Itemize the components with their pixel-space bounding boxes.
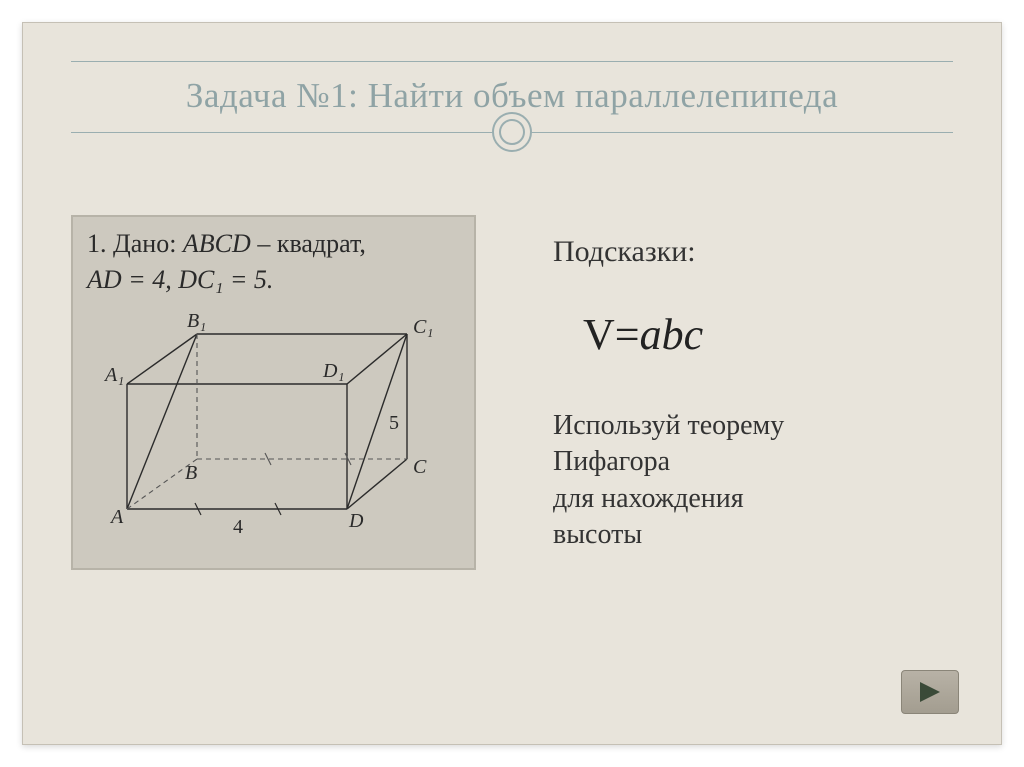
label-C1: C₁: [413, 316, 433, 338]
edge-label-AD: 4: [233, 516, 243, 538]
play-icon: [916, 680, 944, 704]
parallelepiped-diagram: A B C D A₁ B₁ C₁ D₁ 4 5: [87, 299, 460, 549]
label-B: B: [185, 462, 197, 484]
given-line-2: AD = 4, DC₁ = 5.: [87, 265, 460, 295]
slide-frame: Задача №1: Найти объем параллелепипеда 1…: [22, 22, 1002, 745]
title-rule-top: [71, 61, 953, 62]
title-rule-bottom-wrap: [71, 132, 953, 133]
label-A1: A₁: [103, 364, 124, 386]
given-line-1: 1. Дано: ABCD – квадрат,: [87, 229, 460, 259]
label-D: D: [348, 510, 364, 532]
given-shape-suffix: – квадрат,: [251, 229, 366, 258]
edge-label-DC1: 5: [389, 412, 399, 434]
hints-block: Подсказки: V=abc Используй теорему Пифаг…: [553, 235, 973, 554]
given-prefix: 1. Дано:: [87, 229, 183, 258]
formula-v: V=: [583, 310, 640, 359]
formula-abc: abc: [640, 310, 704, 359]
label-B1: B₁: [187, 310, 206, 332]
hint-line-1: Используй теорему: [553, 410, 784, 441]
hint-line-4: высоты: [553, 519, 642, 550]
problem-figure-box: 1. Дано: ABCD – квадрат, AD = 4, DC₁ = 5…: [71, 215, 476, 570]
label-C: C: [413, 456, 427, 478]
hint-line-2: Пифагора: [553, 446, 670, 477]
label-D1: D₁: [322, 360, 344, 382]
slide-title: Задача №1: Найти объем параллелепипеда: [23, 76, 1001, 116]
volume-formula: V=abc: [583, 309, 973, 360]
hints-title: Подсказки:: [553, 235, 973, 269]
given-shape-label: ABCD: [183, 229, 251, 258]
next-button[interactable]: [901, 670, 959, 714]
hint-text: Используй теорему Пифагора для нахождени…: [553, 408, 973, 554]
title-ornament-inner: [499, 119, 525, 145]
label-A: A: [109, 506, 124, 528]
hint-line-3: для нахождения: [553, 483, 744, 514]
title-band: Задача №1: Найти объем параллелепипеда: [23, 61, 1001, 133]
